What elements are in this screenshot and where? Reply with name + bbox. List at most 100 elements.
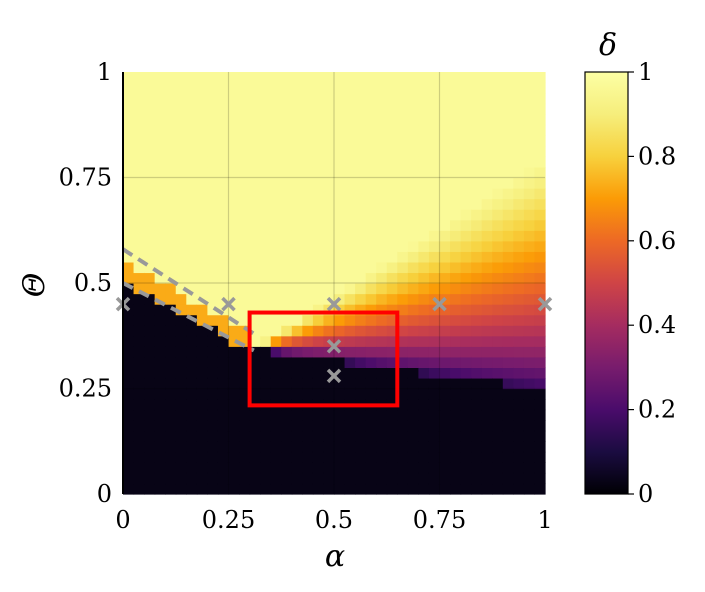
heatmap-cell xyxy=(334,93,346,105)
heatmap-cell xyxy=(513,356,525,368)
heatmap-cell xyxy=(502,472,514,485)
heatmap-cell xyxy=(260,240,272,252)
heatmap-cell xyxy=(355,409,367,421)
heatmap-cell xyxy=(260,209,272,221)
heatmap-cell xyxy=(481,72,493,84)
heatmap-cell xyxy=(481,325,493,337)
heatmap-cell xyxy=(270,420,282,432)
heatmap-cell xyxy=(534,114,546,126)
heatmap-cell xyxy=(228,103,240,115)
heatmap-cell xyxy=(154,472,166,485)
heatmap-cell xyxy=(281,261,293,274)
heatmap-cell xyxy=(228,356,240,368)
heatmap-cell xyxy=(323,188,335,200)
heatmap-cell xyxy=(260,335,272,347)
heatmap-cell xyxy=(196,409,208,421)
heatmap-cell xyxy=(217,356,230,368)
heatmap-cell xyxy=(144,114,156,126)
heatmap-cell xyxy=(302,483,314,495)
heatmap-cell xyxy=(270,451,282,463)
heatmap-cell xyxy=(450,462,462,474)
heatmap-cell xyxy=(450,198,462,210)
heatmap-cell xyxy=(217,251,230,263)
heatmap-cell xyxy=(397,272,409,284)
heatmap-cell xyxy=(123,93,135,105)
heatmap-cell xyxy=(133,230,145,242)
heatmap-cell xyxy=(260,367,272,379)
heatmap-cell xyxy=(133,272,145,284)
heatmap-cell xyxy=(154,209,166,221)
heatmap-cell xyxy=(481,367,493,379)
heatmap-cell xyxy=(217,388,230,400)
heatmap-cell xyxy=(386,430,398,442)
heatmap-cell xyxy=(249,103,261,115)
heatmap-cell xyxy=(270,304,282,316)
heatmap-cell xyxy=(376,462,388,474)
heatmap-cell xyxy=(386,188,398,200)
heatmap-cell xyxy=(154,177,166,189)
heatmap-cell xyxy=(439,314,451,326)
heatmap-cell xyxy=(207,219,219,231)
heatmap-cell xyxy=(397,283,409,295)
heatmap-cell xyxy=(365,198,377,210)
heatmap-cell xyxy=(439,166,451,179)
heatmap-cell xyxy=(376,483,388,495)
heatmap-cell xyxy=(260,388,272,400)
heatmap-cell xyxy=(460,177,472,189)
heatmap-cell xyxy=(186,103,198,115)
heatmap-cell xyxy=(133,156,145,168)
heatmap-cell xyxy=(165,156,177,168)
heatmap-cell xyxy=(154,198,166,210)
heatmap-cell xyxy=(450,314,462,326)
heatmap-cell xyxy=(334,230,346,242)
heatmap-cell xyxy=(133,283,145,295)
heatmap-cells xyxy=(123,72,546,495)
heatmap-cell xyxy=(154,230,166,242)
heatmap-cell xyxy=(386,325,398,337)
heatmap-cell xyxy=(386,145,398,157)
heatmap-cell xyxy=(154,399,166,411)
heatmap-cell xyxy=(492,367,504,379)
heatmap-cell xyxy=(312,240,325,252)
heatmap-cell xyxy=(502,377,514,390)
heatmap-cell xyxy=(418,230,430,242)
heatmap-cell xyxy=(502,399,514,411)
heatmap-cell xyxy=(239,430,251,442)
heatmap-cell xyxy=(523,114,536,126)
heatmap-cell xyxy=(513,219,525,231)
heatmap-cell xyxy=(228,367,240,379)
heatmap-cell xyxy=(217,367,230,379)
heatmap-cell xyxy=(397,293,409,305)
heatmap-cell xyxy=(355,377,367,390)
heatmap-cell xyxy=(523,451,536,463)
heatmap-cell xyxy=(481,377,493,390)
heatmap-cell xyxy=(186,272,198,284)
heatmap-cell xyxy=(502,135,514,147)
heatmap-cell xyxy=(397,346,409,358)
heatmap-cell xyxy=(513,145,525,157)
heatmap-cell xyxy=(365,166,377,179)
heatmap-cell xyxy=(344,188,356,200)
heatmap-cell xyxy=(133,198,145,210)
heatmap-cell xyxy=(513,483,525,495)
heatmap-cell xyxy=(513,261,525,274)
heatmap-cell xyxy=(428,82,441,94)
heatmap-cell xyxy=(123,135,135,147)
heatmap-cell xyxy=(407,272,419,284)
heatmap-cell xyxy=(239,325,251,337)
heatmap-cell xyxy=(217,103,230,115)
heatmap-cell xyxy=(217,377,230,390)
heatmap-cell xyxy=(165,430,177,442)
heatmap-cell xyxy=(239,377,251,390)
heatmap-cell xyxy=(450,72,462,84)
heatmap-cell xyxy=(249,166,261,179)
heatmap-cell xyxy=(281,430,293,442)
heatmap-cell xyxy=(428,367,441,379)
heatmap-cell xyxy=(302,145,314,157)
heatmap-cell xyxy=(492,82,504,94)
heatmap-cell xyxy=(397,156,409,168)
heatmap-cell xyxy=(196,72,208,84)
heatmap-cell xyxy=(460,272,472,284)
heatmap-cell xyxy=(123,156,135,168)
heatmap-cell xyxy=(323,219,335,231)
